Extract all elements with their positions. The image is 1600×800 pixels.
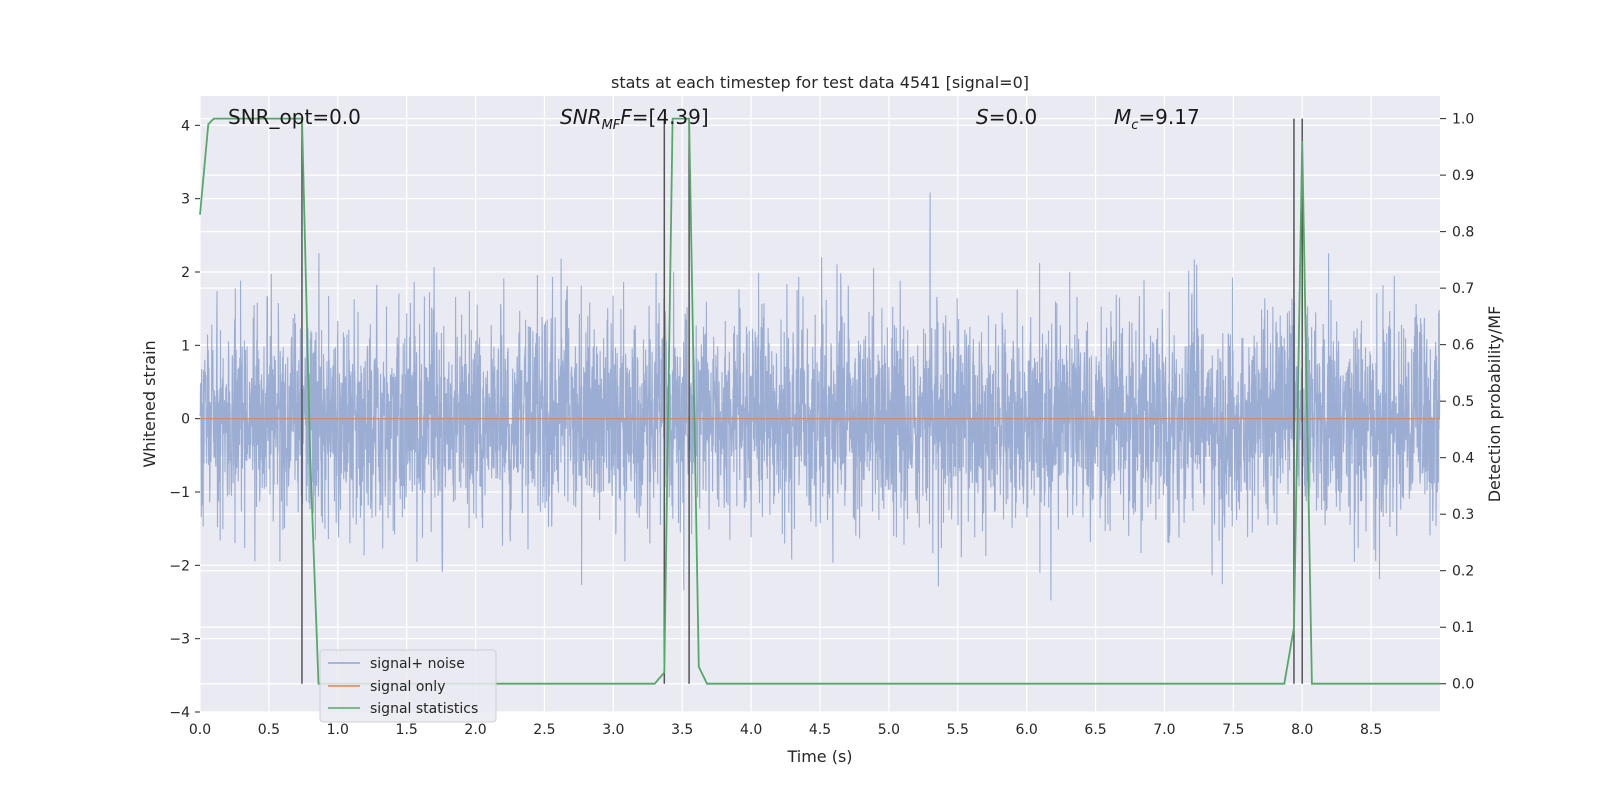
- y2-tick-label: 0.6: [1452, 338, 1474, 354]
- y-tick-label: −3: [169, 632, 190, 648]
- x-tick-label: 4.0: [740, 722, 762, 738]
- y-tick-label: 4: [181, 118, 190, 134]
- annotation-snr-mf: SNRMFF=[4.39]: [560, 105, 709, 133]
- y2-tick-label: 0.9: [1452, 168, 1474, 184]
- legend-label-signal-only: signal only: [370, 679, 445, 695]
- x-tick-label: 3.5: [671, 722, 693, 738]
- x-tick-label: 8.0: [1291, 722, 1313, 738]
- annotation-snr-opt: SNR_opt=0.0: [228, 105, 361, 129]
- y2-tick-label: 0.3: [1452, 507, 1474, 523]
- x-tick-label: 8.5: [1360, 722, 1382, 738]
- y2-tick-labels: 0.0 0.1 0.2 0.3 0.4 0.5 0.6 0.7 0.8 0.9 1.0: [1440, 112, 1474, 693]
- y-tick-label: 2: [181, 265, 190, 281]
- x-axis-label: Time (s): [786, 747, 852, 766]
- y-tick-label: 3: [181, 192, 190, 208]
- x-tick-label: 1.5: [396, 722, 418, 738]
- y-tick-labels: −4 −3 −2 −1 0 1 2 3 4: [169, 118, 200, 721]
- signal-noise-line: [199, 192, 1441, 601]
- y-tick-label: 0: [181, 412, 190, 428]
- x-tick-label: 3.0: [602, 722, 624, 738]
- x-tick-label: 5.0: [878, 722, 900, 738]
- x-tick-label: 4.5: [809, 722, 831, 738]
- annotation-mc: Mc=9.17: [1114, 105, 1200, 133]
- y-tick-label: −4: [169, 705, 190, 721]
- signal-statistics-line: [199, 117, 1440, 685]
- signal-noise-series: [199, 192, 1441, 601]
- signal-statistics-series: [199, 117, 1440, 685]
- x-tick-label: 0.5: [258, 722, 280, 738]
- y2-tick-label: 0.2: [1452, 564, 1474, 580]
- x-tick-label: 6.5: [1084, 722, 1106, 738]
- x-tick-label: 0.0: [189, 722, 211, 738]
- y2-axis-label: Detection probability/MF: [1485, 306, 1504, 503]
- y-tick-label: 1: [181, 338, 190, 354]
- chart-title: stats at each timestep for test data 454…: [611, 73, 1029, 92]
- y2-tick-label: 0.8: [1452, 225, 1474, 241]
- y2-tick-label: 1.0: [1452, 112, 1474, 128]
- x-tick-label: 7.0: [1153, 722, 1175, 738]
- y2-tick-label: 0.4: [1452, 451, 1474, 467]
- x-tick-label: 2.0: [464, 722, 486, 738]
- legend-label-signal-statistics: signal statistics: [370, 701, 478, 717]
- vertical-markers: [301, 118, 1303, 684]
- legend: signal+ noise signal only signal statist…: [319, 649, 497, 723]
- y-tick-label: −2: [169, 558, 190, 574]
- y2-tick-label: 0.0: [1452, 677, 1474, 693]
- y-axis-label: Whitened strain: [140, 340, 159, 467]
- y2-tick-label: 0.5: [1452, 394, 1474, 410]
- y2-tick-label: 0.1: [1452, 620, 1474, 636]
- x-tick-label: 6.0: [1016, 722, 1038, 738]
- x-tick-label: 2.5: [533, 722, 555, 738]
- annotation-s-stat: S=0.0: [976, 105, 1037, 129]
- x-tick-label: 5.5: [947, 722, 969, 738]
- y2-tick-label: 0.7: [1452, 281, 1474, 297]
- y-tick-label: −1: [169, 485, 190, 501]
- legend-label-signal-noise: signal+ noise: [370, 656, 465, 672]
- x-tick-labels: 0.0 0.5 1.0 1.5 2.0 2.5 3.0 3.5 4.0 4.5 5.0 5.5 6.0 6…: [189, 722, 1382, 738]
- legend-box: [319, 649, 497, 723]
- x-tick-label: 1.0: [327, 722, 349, 738]
- x-tick-label: 7.5: [1222, 722, 1244, 738]
